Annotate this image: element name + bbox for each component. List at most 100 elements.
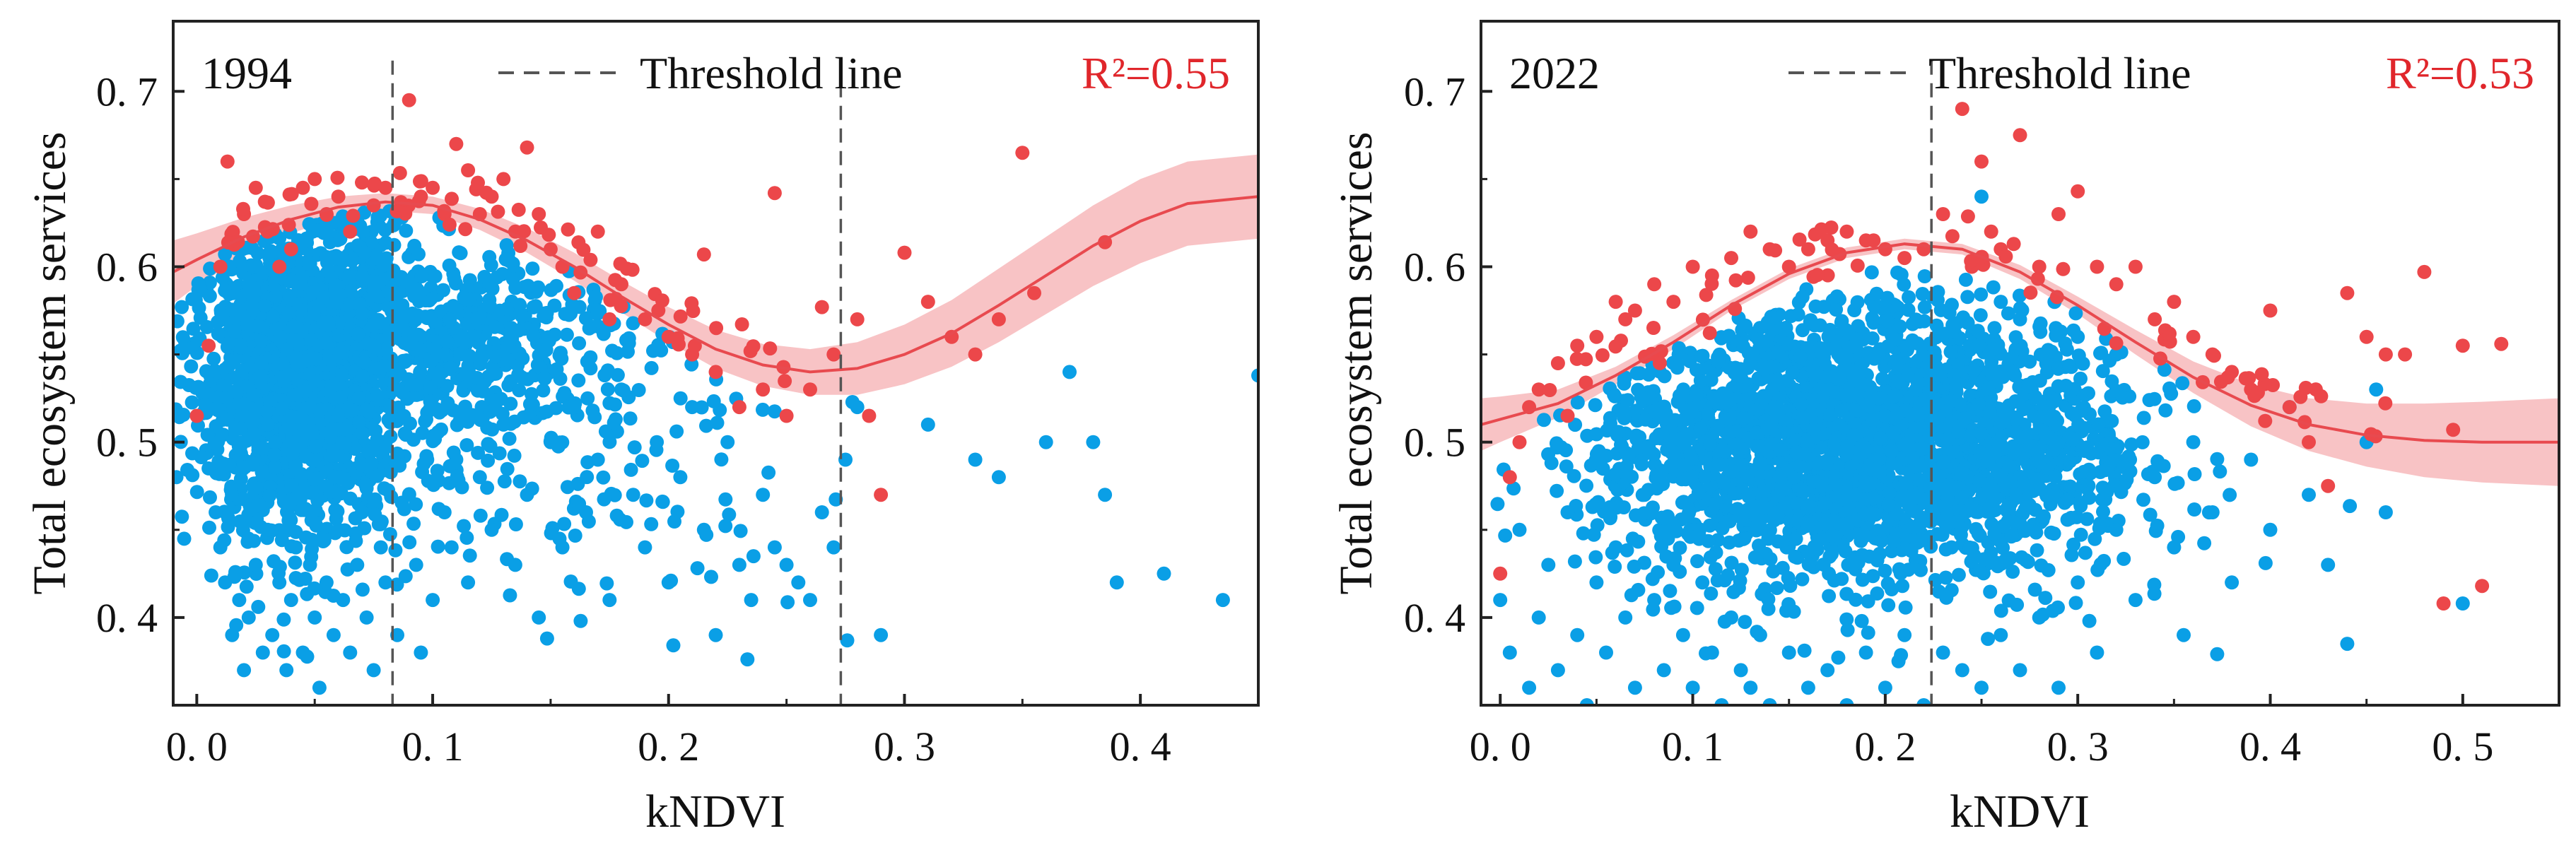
blue-point (244, 258, 259, 273)
red-point (449, 136, 464, 151)
blue-point (416, 456, 431, 471)
red-point (897, 245, 912, 260)
blue-point (505, 271, 520, 286)
blue-point (238, 460, 252, 474)
blue-point (1588, 398, 1603, 413)
red-point (496, 172, 511, 187)
blue-point (1870, 586, 1885, 601)
blue-point (544, 283, 558, 297)
blue-point (235, 408, 250, 423)
blue-point (507, 448, 522, 463)
blue-point (1704, 586, 1719, 601)
blue-point (1994, 603, 2008, 618)
red-point (304, 196, 319, 211)
blue-point (496, 417, 511, 432)
blue-point (607, 488, 622, 502)
blue-point (1608, 389, 1622, 403)
blue-point (2091, 417, 2106, 432)
blue-point (1872, 452, 1887, 466)
blue-point (607, 415, 621, 430)
blue-point (2258, 555, 2273, 570)
blue-point (2088, 531, 2102, 546)
blue-point (1788, 531, 1803, 546)
blue-point (1831, 650, 1846, 665)
blue-point (459, 531, 474, 545)
blue-point (1870, 553, 1885, 567)
blue-point (379, 343, 394, 358)
blue-point (247, 281, 261, 295)
blue-point (1854, 613, 1869, 628)
blue-point (1983, 584, 1998, 599)
blue-point (263, 245, 278, 260)
blue-point (669, 424, 684, 439)
blue-point (173, 402, 183, 417)
blue-point (305, 426, 320, 441)
blue-point (327, 469, 342, 484)
blue-point (232, 593, 247, 608)
blue-point (1916, 441, 1931, 456)
blue-point (218, 247, 233, 261)
blue-point (1827, 573, 1842, 588)
blue-point (829, 492, 843, 507)
blue-point (307, 581, 322, 596)
blue-point (840, 633, 855, 648)
blue-point (2049, 328, 2063, 343)
blue-point (462, 348, 477, 363)
blue-point (1735, 411, 1750, 425)
blue-point (1671, 394, 1686, 409)
blue-point (457, 519, 472, 533)
blue-point (437, 505, 452, 519)
blue-point (1891, 374, 1906, 389)
blue-point (826, 540, 841, 555)
blue-point (1642, 391, 1657, 406)
blue-point (294, 502, 309, 517)
blue-point (1917, 269, 1932, 283)
blue-point (1834, 517, 1849, 531)
blue-point (331, 522, 346, 537)
blue-point (368, 507, 382, 522)
blue-point (2095, 364, 2110, 379)
blue-point (537, 371, 552, 386)
blue-point (626, 488, 640, 502)
red-point (590, 224, 605, 239)
blue-point (621, 344, 635, 359)
red-point (567, 285, 582, 300)
red-point (608, 273, 623, 288)
blue-point (2006, 565, 2020, 579)
blue-point (443, 312, 457, 327)
blue-point (355, 224, 370, 239)
blue-point (2170, 476, 2185, 490)
blue-point (2066, 537, 2081, 552)
red-point (602, 312, 617, 326)
blue-point (255, 645, 270, 660)
red-point (920, 295, 935, 310)
blue-point (238, 396, 252, 411)
blue-point (201, 461, 216, 476)
blue-point (597, 492, 611, 507)
red-point (532, 207, 546, 221)
blue-point (294, 469, 309, 484)
blue-point (2059, 342, 2074, 357)
red-point (561, 222, 575, 237)
blue-point (420, 311, 435, 325)
blue-point (235, 363, 250, 378)
blue-point (355, 582, 370, 597)
blue-point (557, 517, 572, 531)
blue-point (253, 333, 268, 348)
red-point (756, 382, 771, 397)
blue-point (351, 391, 366, 406)
blue-point (209, 505, 223, 519)
blue-point (343, 645, 358, 660)
blue-point (227, 324, 242, 338)
blue-point (639, 493, 654, 508)
threshold-lines-layer (391, 60, 843, 705)
red-point (1015, 146, 1030, 160)
red-point (874, 488, 889, 502)
blue-point (251, 498, 266, 513)
blue-point (1579, 478, 1594, 493)
blue-point (1783, 579, 1798, 593)
blue-point (1871, 391, 1886, 406)
blue-point (317, 533, 332, 548)
blue-point (431, 425, 445, 440)
